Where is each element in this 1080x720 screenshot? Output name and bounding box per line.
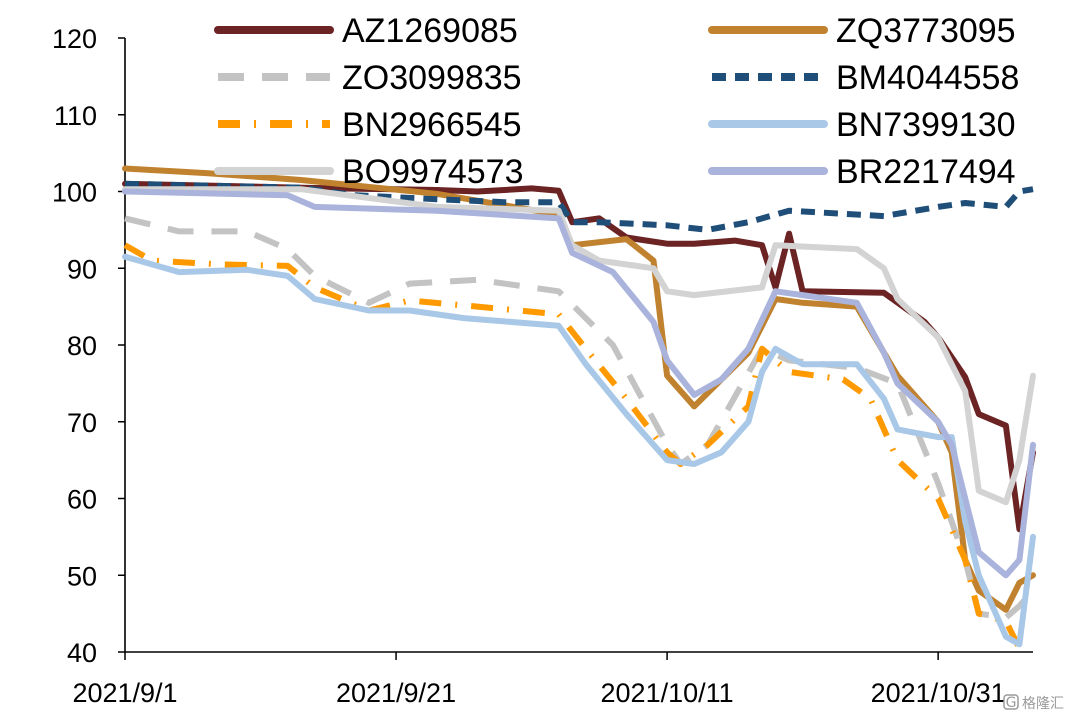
legend: AZ1269085 ZQ3773095 ZO3099835 BM4044558 BN29… xyxy=(214,12,1019,191)
legend-label-4: BN2966545 xyxy=(342,106,522,144)
watermark: G 格隆汇 xyxy=(1003,694,1064,712)
legend-label-5: BN7399130 xyxy=(836,106,1016,144)
legend-label-6: BO9974573 xyxy=(342,153,524,191)
y-tick-label-1: 50 xyxy=(67,561,97,591)
y-tick-label-2: 60 xyxy=(67,485,97,515)
y-tick-label-8: 120 xyxy=(52,24,97,54)
series-lines xyxy=(122,165,1036,650)
x-tick-label-2: 2021/10/11 xyxy=(601,678,734,708)
watermark-logo-icon xyxy=(1003,694,1019,710)
legend-label-2: ZO3099835 xyxy=(342,59,522,97)
x-tick-label-1: 2021/9/21 xyxy=(336,678,456,708)
legend-label-7: BR2217494 xyxy=(836,153,1016,191)
series-line-2 xyxy=(124,215,1036,621)
y-tick-label-3: 70 xyxy=(67,408,97,438)
y-tick-label-6: 100 xyxy=(52,178,97,208)
legend-label-1: ZQ3773095 xyxy=(836,12,1016,50)
y-tick-label-4: 80 xyxy=(67,331,97,361)
legend-label-0: AZ1269085 xyxy=(342,12,518,50)
series-line-3 xyxy=(124,180,1034,233)
series-line-7 xyxy=(122,188,1036,579)
x-tick-label-0: 2021/9/1 xyxy=(72,678,177,708)
x-axis-ticks: 2021/9/1 2021/9/21 2021/10/11 2021/10/31 xyxy=(72,652,1006,708)
y-tick-label-5: 90 xyxy=(67,254,97,284)
y-axis-ticks: 40 50 60 70 80 90 100 110 120 xyxy=(52,24,125,668)
watermark-logo-glyph: G xyxy=(1006,695,1017,711)
x-tick-label-3: 2021/10/31 xyxy=(871,678,1006,708)
legend-label-3: BM4044558 xyxy=(836,59,1019,97)
series-line-0 xyxy=(122,180,1036,533)
y-tick-label-0: 40 xyxy=(67,638,97,668)
watermark-text: 格隆汇 xyxy=(1022,696,1064,712)
series-line-4 xyxy=(123,242,1023,650)
y-tick-label-7: 110 xyxy=(54,101,97,131)
